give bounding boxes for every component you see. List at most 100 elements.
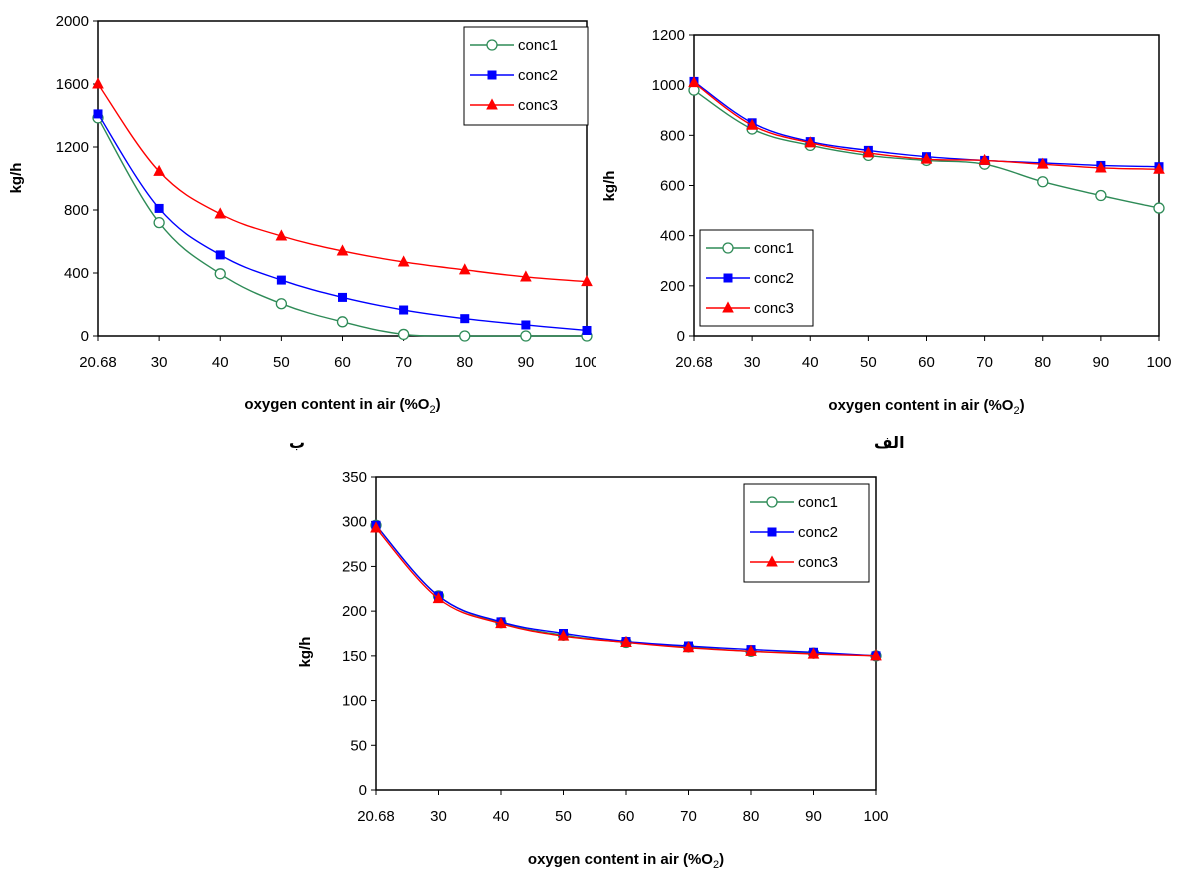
x-axis-title: oxygen content in air (%O2) <box>828 397 1024 417</box>
data-point-conc1 <box>397 328 410 341</box>
chart-panel-bottom: 0 50 100 150 200 250 300 350 20.68 30 40 50 60 70 80 90… <box>290 462 896 872</box>
x-tick-label: 20.68 <box>675 354 713 371</box>
data-point-conc3 <box>870 649 882 661</box>
data-point-conc3 <box>432 592 445 604</box>
x-tick-label: 30 <box>430 808 447 825</box>
legend-marker-conc1 <box>766 496 778 508</box>
data-point-conc3 <box>620 635 632 647</box>
chart-b-svg: 0 400 800 1200 1600 2000 20.68 30 40 50 60 70 80 90 10… <box>8 13 600 416</box>
y-tick-label: 0 <box>81 328 89 345</box>
x-tick-label: 50 <box>273 354 290 371</box>
x-axis-title: oxygen content in air (%O2) <box>528 851 724 871</box>
data-point-conc3 <box>214 207 227 219</box>
legend-marker-conc2 <box>767 527 777 537</box>
x-tick-label: 20.68 <box>79 354 117 371</box>
data-point-conc1 <box>1037 176 1049 188</box>
data-point-conc1 <box>520 330 532 342</box>
data-point-conc3 <box>581 275 593 287</box>
data-point-conc2 <box>93 109 103 119</box>
legend-label-conc2: conc2 <box>798 524 838 541</box>
data-point-conc1 <box>1153 202 1165 214</box>
x-tick-label: 100 <box>1146 354 1171 371</box>
x-axis-title-close: ) <box>1020 397 1025 414</box>
x-tick-label: 40 <box>493 808 510 825</box>
x-axis-title-close: ) <box>436 396 441 413</box>
x-tick-label: 90 <box>1093 354 1110 371</box>
data-point-conc3 <box>520 270 532 282</box>
data-point-conc3 <box>1153 162 1165 174</box>
data-point-conc3 <box>336 244 349 256</box>
legend-box <box>463 26 589 126</box>
y-axis-title: kg/h <box>601 171 618 202</box>
chart-panel-alef: 0 200 400 600 800 1000 1200 20.68 30 40 50 60 70 80 90… <box>596 0 1177 417</box>
legend-marker-conc2 <box>723 273 733 283</box>
legend-label-conc1: conc1 <box>518 37 558 54</box>
data-point-conc3 <box>682 641 695 653</box>
x-axis-title-main: oxygen content in air (%O <box>528 851 713 868</box>
data-point-conc2 <box>460 314 470 324</box>
legend-marker-conc3 <box>722 301 734 313</box>
data-point-conc3 <box>807 647 820 659</box>
legend-marker-conc1 <box>486 39 498 51</box>
legend-label-conc3: conc3 <box>754 300 794 317</box>
data-point-conc3 <box>1095 161 1107 173</box>
x-tick-label: 70 <box>976 354 993 371</box>
data-point-conc2 <box>521 320 531 330</box>
data-point-conc3 <box>275 229 288 241</box>
series-line-conc3 <box>375 527 877 657</box>
x-axis-title-subscript: 2 <box>1013 405 1019 417</box>
data-point-conc3 <box>92 77 104 89</box>
x-tick-label: 40 <box>802 354 819 371</box>
data-point-conc3 <box>862 146 875 158</box>
x-tick-label: 60 <box>918 354 935 371</box>
legend-label-conc1: conc1 <box>798 494 838 511</box>
data-point-conc1 <box>459 330 471 342</box>
y-tick-label: 100 <box>342 693 367 710</box>
legend-box <box>743 483 870 583</box>
x-tick-label: 20.68 <box>357 808 395 825</box>
x-tick-label: 90 <box>805 808 822 825</box>
y-tick-label: 200 <box>342 603 367 620</box>
legend-marker-conc2 <box>487 70 497 80</box>
data-point-conc3 <box>746 118 758 130</box>
y-tick-label: 1200 <box>56 139 89 156</box>
y-tick-label: 250 <box>342 558 367 575</box>
legend-marker-conc3 <box>766 555 778 567</box>
data-point-conc3 <box>153 164 165 176</box>
y-tick-label: 1200 <box>652 27 685 44</box>
data-point-conc2 <box>276 275 286 285</box>
data-point-conc1 <box>153 216 165 229</box>
legend-label-conc2: conc2 <box>754 270 794 287</box>
caption-b: ب <box>289 433 306 452</box>
y-tick-label: 2000 <box>56 13 89 30</box>
y-tick-label: 350 <box>342 469 367 486</box>
x-tick-label: 30 <box>744 354 761 371</box>
y-tick-label: 800 <box>660 127 685 144</box>
data-point-conc3 <box>370 521 382 533</box>
legend-marker-conc3 <box>486 98 498 110</box>
data-point-conc1 <box>1095 189 1107 202</box>
y-tick-label: 800 <box>64 202 89 219</box>
x-tick-label: 70 <box>680 808 697 825</box>
y-tick-label: 0 <box>677 328 685 345</box>
x-tick-label: 80 <box>1034 354 1051 371</box>
y-tick-label: 300 <box>342 514 367 531</box>
x-axis-title-subscript: 2 <box>429 404 435 416</box>
data-point-conc2 <box>338 292 347 302</box>
x-tick-label: 40 <box>212 354 229 371</box>
data-point-conc3 <box>458 263 471 275</box>
x-tick-label: 60 <box>334 354 351 371</box>
y-tick-label: 200 <box>660 278 685 295</box>
y-tick-label: 600 <box>660 178 685 195</box>
y-tick-label: 400 <box>64 265 89 282</box>
data-point-conc2 <box>154 203 164 213</box>
chart-bottom-svg: 0 50 100 150 200 250 300 350 20.68 30 40 50 60 70 80 90… <box>297 469 889 871</box>
data-point-conc3 <box>920 152 933 164</box>
y-axis-title: kg/h <box>297 637 314 668</box>
x-axis-title-subscript: 2 <box>713 859 719 871</box>
data-point-conc3 <box>804 136 817 148</box>
data-point-conc3 <box>978 153 991 165</box>
chart-alef-svg: 0 200 400 600 800 1000 1200 20.68 30 40 50 60 70 80 90… <box>601 27 1172 417</box>
data-point-conc3 <box>397 255 410 267</box>
x-tick-label: 100 <box>574 354 599 371</box>
